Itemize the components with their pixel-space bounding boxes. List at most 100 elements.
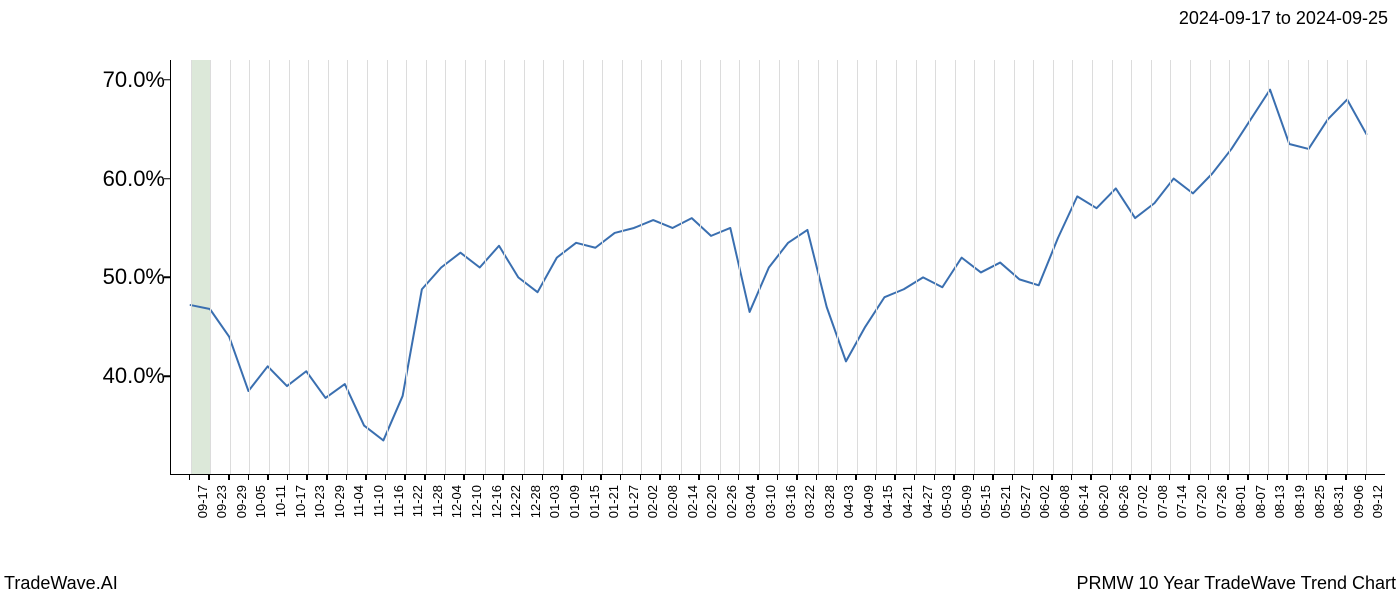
x-axis-label: 05-09	[959, 485, 974, 518]
x-axis-label: 06-02	[1037, 485, 1052, 518]
grid-line	[1308, 60, 1309, 474]
grid-line	[1092, 60, 1093, 474]
x-tick	[1267, 475, 1269, 480]
x-axis-label: 04-15	[880, 485, 895, 518]
x-tick	[502, 475, 504, 480]
x-tick	[365, 475, 367, 480]
grid-line	[798, 60, 799, 474]
grid-line	[857, 60, 858, 474]
grid-line	[191, 60, 192, 474]
x-axis-label: 10-11	[273, 485, 288, 517]
x-tick	[1208, 475, 1210, 480]
x-tick	[816, 475, 818, 480]
x-axis-label: 02-26	[724, 485, 739, 518]
x-tick	[1365, 475, 1367, 480]
grid-line	[387, 60, 388, 474]
x-tick	[287, 475, 289, 480]
x-axis-label: 02-02	[645, 485, 660, 518]
grid-line	[445, 60, 446, 474]
x-axis-label: 09-17	[195, 485, 210, 518]
x-tick	[855, 475, 857, 480]
grid-line	[1072, 60, 1073, 474]
grid-line	[249, 60, 250, 474]
y-axis-label: 70.0%	[103, 67, 165, 93]
x-tick	[1227, 475, 1229, 480]
x-axis-label: 07-20	[1194, 485, 1209, 518]
x-tick	[189, 475, 191, 480]
chart-title-label: PRMW 10 Year TradeWave Trend Chart	[1077, 573, 1396, 594]
grid-line	[1112, 60, 1113, 474]
x-axis-label: 01-15	[587, 485, 602, 518]
x-tick	[208, 475, 210, 480]
grid-line	[1190, 60, 1191, 474]
x-tick	[404, 475, 406, 480]
x-tick	[267, 475, 269, 480]
x-tick	[444, 475, 446, 480]
x-axis-label: 12-10	[469, 485, 484, 518]
x-axis-label: 10-29	[332, 485, 347, 518]
x-axis-label: 09-06	[1351, 485, 1366, 518]
grid-line	[837, 60, 838, 474]
y-tick	[164, 277, 170, 279]
grid-line	[916, 60, 917, 474]
grid-line	[308, 60, 309, 474]
y-axis-label: 60.0%	[103, 166, 165, 192]
x-axis-label: 03-22	[802, 485, 817, 518]
x-axis-label: 08-13	[1272, 485, 1287, 518]
x-tick	[483, 475, 485, 480]
grid-line	[230, 60, 231, 474]
x-tick	[1051, 475, 1053, 480]
x-axis-label: 05-15	[978, 485, 993, 518]
x-tick	[934, 475, 936, 480]
grid-line	[739, 60, 740, 474]
x-tick	[992, 475, 994, 480]
grid-line	[661, 60, 662, 474]
x-axis-label: 08-25	[1312, 485, 1327, 518]
x-axis-label: 07-26	[1214, 485, 1229, 518]
x-axis-label: 03-10	[763, 485, 778, 518]
x-tick	[894, 475, 896, 480]
x-tick	[424, 475, 426, 480]
grid-line	[406, 60, 407, 474]
x-tick	[561, 475, 563, 480]
x-tick	[1247, 475, 1249, 480]
grid-line	[818, 60, 819, 474]
grid-line	[524, 60, 525, 474]
x-axis-label: 09-29	[234, 485, 249, 518]
grid-line	[1033, 60, 1034, 474]
x-tick	[1286, 475, 1288, 480]
grid-line	[347, 60, 348, 474]
x-tick	[796, 475, 798, 480]
x-axis-label: 04-27	[920, 485, 935, 518]
grid-line	[367, 60, 368, 474]
x-tick	[777, 475, 779, 480]
x-tick	[326, 475, 328, 480]
x-tick	[1306, 475, 1308, 480]
x-tick	[581, 475, 583, 480]
x-tick	[463, 475, 465, 480]
x-tick	[1149, 475, 1151, 480]
x-axis-label: 10-23	[312, 485, 327, 518]
x-tick	[522, 475, 524, 480]
x-tick	[1090, 475, 1092, 480]
grid-line	[504, 60, 505, 474]
x-tick	[679, 475, 681, 480]
grid-line	[622, 60, 623, 474]
x-tick	[346, 475, 348, 480]
x-axis-label: 08-07	[1253, 485, 1268, 518]
grid-line	[465, 60, 466, 474]
x-tick	[620, 475, 622, 480]
x-tick	[1012, 475, 1014, 480]
grid-line	[700, 60, 701, 474]
grid-line	[779, 60, 780, 474]
x-tick	[248, 475, 250, 480]
x-axis-label: 09-12	[1370, 485, 1385, 518]
grid-line	[602, 60, 603, 474]
grid-line	[1288, 60, 1289, 474]
grid-line	[876, 60, 877, 474]
x-tick	[757, 475, 759, 480]
grid-line	[1327, 60, 1328, 474]
x-axis-label: 06-08	[1057, 485, 1072, 518]
grid-line	[289, 60, 290, 474]
grid-line	[1210, 60, 1211, 474]
